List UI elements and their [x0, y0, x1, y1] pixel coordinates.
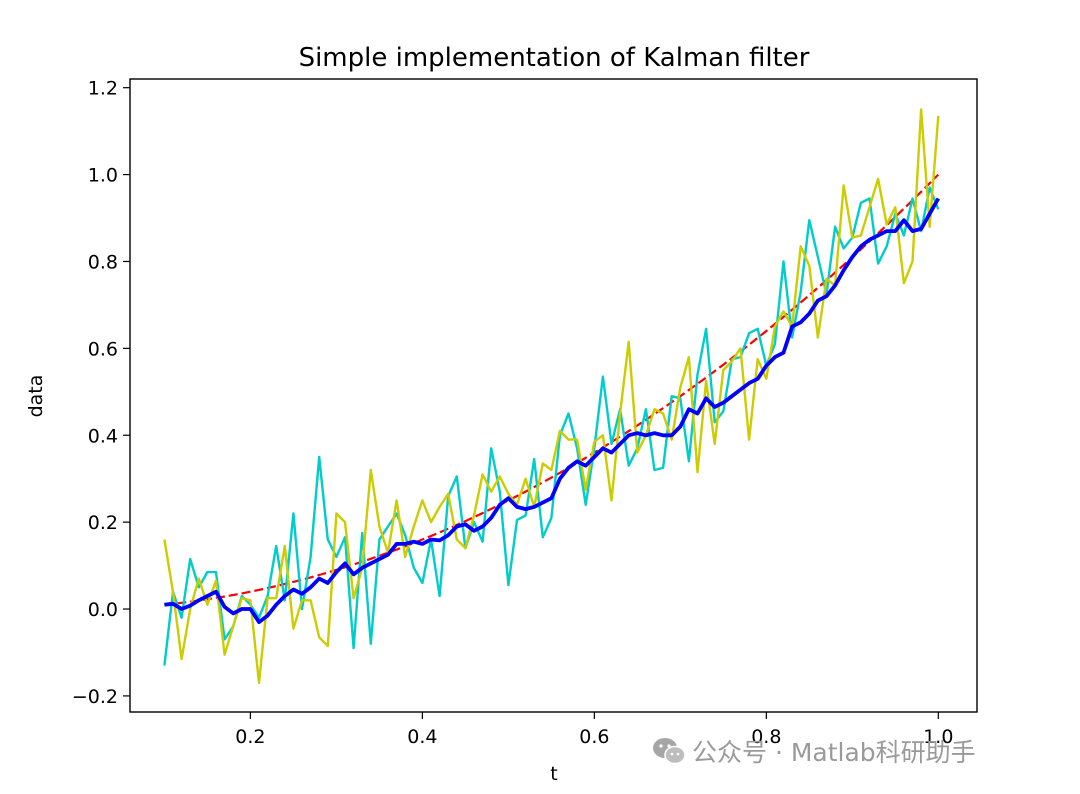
x-tick-label: 0.2 — [235, 726, 265, 748]
series-line-measurement-2 — [163, 108, 940, 685]
y-tick-label: 1.2 — [88, 78, 118, 100]
watermark: 公众号 · Matlab科研助手 — [652, 734, 976, 768]
series-layer — [163, 108, 940, 685]
x-tick-label: 1.0 — [923, 726, 953, 748]
y-tick-label: 1.0 — [88, 165, 118, 187]
plot-area-frame — [129, 78, 978, 713]
series-line-true — [164, 173, 940, 606]
wechat-icon — [653, 738, 686, 765]
y-axis: −0.2 0.0 0.2 0.4 0.6 0.8 1.0 1.2 — [72, 78, 130, 708]
series-line-measurement-1 — [163, 186, 940, 666]
y-tick-label: 0.0 — [88, 599, 118, 621]
x-tick-label: 0.4 — [407, 726, 437, 748]
watermark-text: 公众号 · Matlab科研助手 — [692, 738, 976, 767]
chart-title: Simple implementation of Kalman filter — [299, 43, 810, 73]
x-axis-label: t — [550, 763, 557, 785]
y-tick-label: 0.6 — [88, 338, 118, 360]
y-axis-label: data — [25, 375, 47, 418]
y-tick-label: 0.8 — [88, 251, 118, 273]
series-line-kalman-estimate — [164, 197, 940, 624]
x-tick-label: 0.8 — [751, 726, 781, 748]
y-tick-label: 0.2 — [88, 512, 118, 534]
y-tick-label: −0.2 — [72, 686, 118, 708]
x-tick-label: 0.6 — [579, 726, 609, 748]
x-axis: 0.2 0.4 0.6 0.8 1.0 — [235, 712, 953, 748]
y-tick-label: 0.4 — [88, 425, 118, 447]
